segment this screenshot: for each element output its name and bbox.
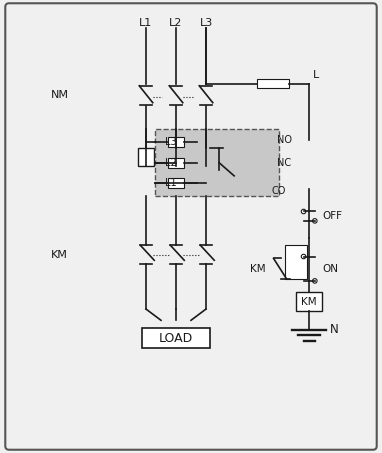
Bar: [138, 148, 154, 166]
Text: L: L: [313, 70, 319, 80]
Text: L2: L2: [165, 158, 176, 168]
Text: NC: NC: [277, 158, 291, 168]
Bar: [285, 245, 307, 279]
Text: L3: L3: [199, 18, 213, 28]
Text: L3: L3: [165, 137, 176, 147]
Circle shape: [312, 219, 317, 223]
Bar: [142, 328, 210, 348]
Bar: [296, 292, 322, 311]
Bar: [168, 137, 184, 147]
Text: KM: KM: [251, 264, 266, 274]
Bar: [168, 158, 184, 168]
Bar: [198, 148, 214, 166]
Text: N: N: [330, 323, 338, 336]
Bar: [257, 79, 288, 88]
Bar: [168, 178, 184, 188]
Circle shape: [301, 254, 306, 259]
Circle shape: [301, 209, 306, 214]
Text: KM: KM: [301, 297, 317, 307]
FancyBboxPatch shape: [5, 3, 377, 450]
Text: CO: CO: [272, 186, 286, 196]
Text: LOAD: LOAD: [159, 332, 193, 345]
Bar: [168, 148, 184, 166]
Text: NM: NM: [51, 90, 69, 100]
Text: L2: L2: [169, 18, 183, 28]
Text: ON: ON: [322, 264, 338, 274]
Text: NO: NO: [277, 135, 292, 145]
Circle shape: [312, 279, 317, 283]
Text: L1: L1: [165, 178, 176, 188]
FancyBboxPatch shape: [155, 129, 279, 197]
Text: KM: KM: [51, 250, 68, 260]
Text: L1: L1: [139, 18, 152, 28]
Text: OFF: OFF: [322, 211, 342, 221]
